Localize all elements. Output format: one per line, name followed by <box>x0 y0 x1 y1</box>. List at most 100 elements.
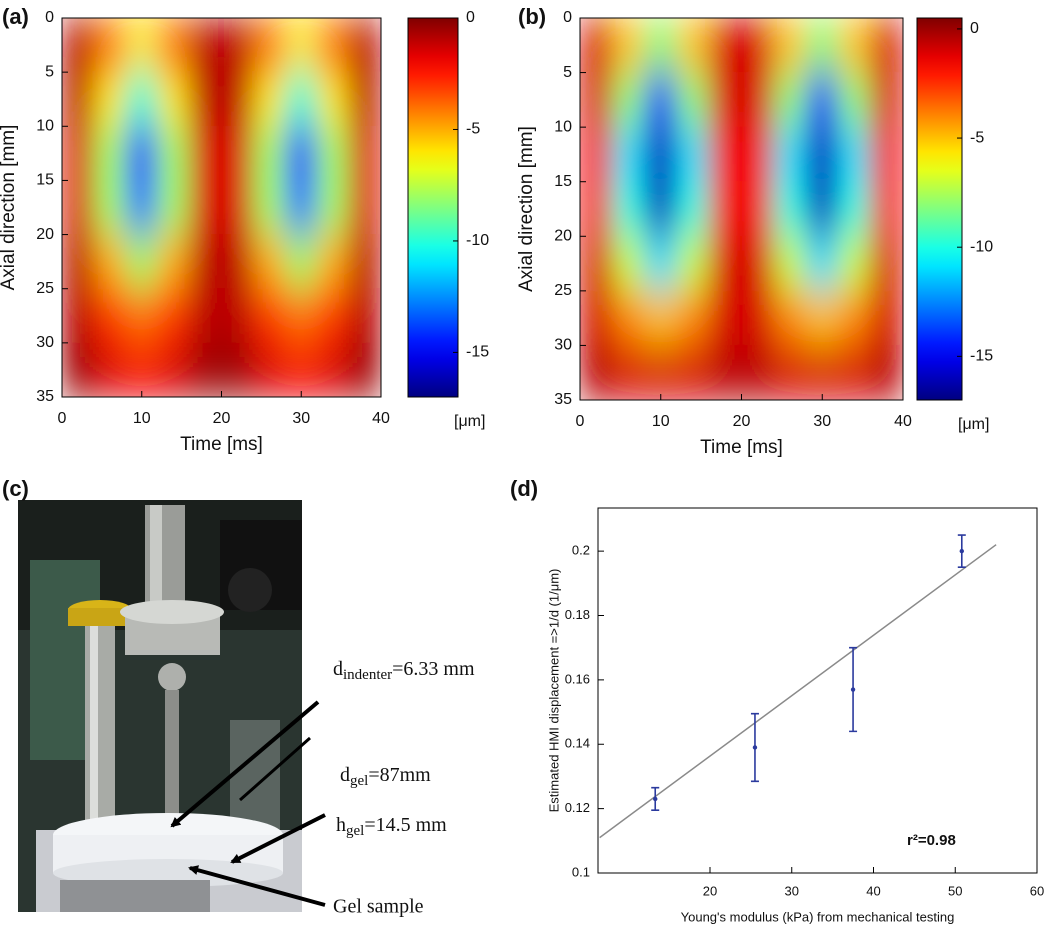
heatmap-cell <box>741 126 775 183</box>
heatmap-cell <box>708 181 742 237</box>
heatmap-cell <box>870 290 903 346</box>
heatmap-cell <box>348 125 381 181</box>
heatmap-cell <box>157 342 191 397</box>
annotation: hgel=14.5 mm <box>336 814 447 840</box>
heatmap-cell <box>870 72 903 128</box>
heatmap-cell <box>708 290 742 346</box>
heatmap-cell <box>157 18 191 73</box>
annotation: Gel sample <box>333 896 424 918</box>
heatmap-cell <box>773 126 807 183</box>
colorbar-tick-label: -10 <box>466 232 489 249</box>
heatmap-cell <box>644 344 678 400</box>
heatmap-cell <box>93 125 127 181</box>
arrow <box>239 736 311 802</box>
heatmap-cell <box>284 342 318 397</box>
heatmap-cell <box>580 344 613 400</box>
data-point <box>850 687 856 692</box>
heatmap-cell <box>870 126 903 183</box>
heatmap-cell <box>284 288 318 344</box>
heatmap-cell <box>611 344 646 400</box>
photo-annotations: dindenter=6.33 mm dgel=87mm hgel=14.5 mm… <box>170 658 475 918</box>
heatmap-cell <box>870 181 903 237</box>
plot-frame <box>61 17 382 398</box>
heatmap-cell <box>125 342 159 397</box>
annotation-symbol: d <box>333 658 343 680</box>
heatmap-cell <box>773 18 807 74</box>
heatmap-cell <box>62 71 95 127</box>
plot-frame <box>597 507 1038 874</box>
x-tick-label: 50 <box>948 883 962 898</box>
heatmap-cell <box>252 179 286 236</box>
heatmap-cell <box>580 72 613 128</box>
heatmap-cell <box>805 290 839 346</box>
heatmap-cell <box>741 290 775 346</box>
annotation-subscript: indenter <box>343 667 392 683</box>
heatmap-cell <box>805 126 839 183</box>
heatmap-cell <box>62 288 95 344</box>
heatmap-cell <box>316 342 350 397</box>
heatmap-cell <box>93 179 127 236</box>
y-tick-label: 10 <box>36 118 54 135</box>
heatmap-cell <box>62 18 95 73</box>
heatmap-cell <box>644 72 678 128</box>
heatmap-cell <box>644 126 678 183</box>
heatmap-cell <box>221 234 254 290</box>
panel-label: (b) <box>518 4 546 29</box>
annotation-value: =14.5 mm <box>364 814 447 836</box>
y-tick-label: 35 <box>36 388 54 405</box>
x-tick-label: 30 <box>813 413 831 430</box>
y-axis-label: Axial direction [mm] <box>0 125 19 291</box>
y-tick-label: 35 <box>554 391 572 408</box>
annotation-symbol: h <box>336 814 346 836</box>
heatmap-cell <box>805 18 839 74</box>
heatmap-cell <box>252 288 286 344</box>
y-tick-label: 20 <box>36 226 54 243</box>
y-tick-label: 30 <box>36 334 54 351</box>
heatmap-cell <box>284 179 318 236</box>
heatmap-cell <box>93 234 127 290</box>
heatmap-cell <box>837 344 872 400</box>
x-tick-label: 40 <box>894 413 912 430</box>
fit-line <box>599 544 997 839</box>
heatmap-cell <box>62 125 95 181</box>
x-axis-label: Young's modulus (kPa) from mechanical te… <box>681 909 955 924</box>
heatmap-cell <box>284 125 318 181</box>
panel-label: (a) <box>2 4 29 29</box>
heatmap-cell <box>870 235 903 292</box>
heatmap-cell <box>611 72 646 128</box>
heatmap-cell <box>741 344 775 400</box>
heatmap-cell <box>348 342 381 397</box>
x-tick-label: 10 <box>652 413 670 430</box>
heatmap-cell <box>348 71 381 127</box>
heatmap-cell <box>252 18 286 73</box>
y-tick-label: 0.14 <box>565 736 590 751</box>
y-axis-label: Estimated HMI displacement =>1/d (1/μm) <box>547 569 562 813</box>
heatmap-cell <box>348 234 381 290</box>
heatmap-cell <box>62 234 95 290</box>
heatmap-cell <box>580 18 613 74</box>
heatmap-cell <box>837 18 872 74</box>
annotation-subscript: gel <box>346 823 364 839</box>
colorbar-tick-label: -10 <box>970 238 993 255</box>
heatmap-cell <box>348 288 381 344</box>
heatmap-cell <box>252 342 286 397</box>
heatmap-cell <box>316 288 350 344</box>
heatmap-cell <box>611 181 646 237</box>
heatmap-cell <box>125 71 159 127</box>
heatmap-cell <box>644 181 678 237</box>
heatmap-cell <box>284 18 318 73</box>
heatmap-cell <box>62 342 95 397</box>
y-tick-label: 0.1 <box>572 864 590 879</box>
heatmap-cell <box>316 71 350 127</box>
heatmap-cell <box>580 126 613 183</box>
heatmap-cell <box>125 125 159 181</box>
heatmap-cell <box>189 288 222 344</box>
heatmap-cell <box>189 125 222 181</box>
heatmap-cell <box>189 234 222 290</box>
annotation-value: =6.33 mm <box>392 658 475 680</box>
heatmap-cell <box>805 72 839 128</box>
y-tick-label: 0.12 <box>565 800 590 815</box>
annotation-value: =87mm <box>368 764 431 786</box>
colorbar-label: [μm] <box>454 413 485 430</box>
